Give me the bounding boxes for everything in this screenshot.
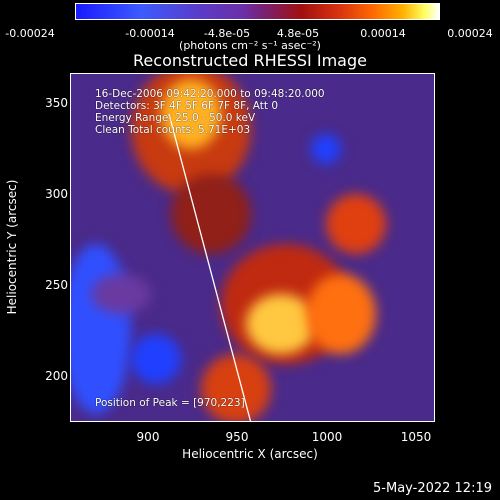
emission-region xyxy=(161,79,221,149)
info-energy: Energy Range: 25.0 - 50.0 keV xyxy=(95,112,256,124)
info-detectors: Detectors: 3F 4F 5F 6F 7F 8F, Att 0 xyxy=(95,100,279,112)
colorbar-tick: 4.8e-05 xyxy=(276,27,320,40)
footer-date: 5-May-2022 12:19 xyxy=(373,481,492,496)
x-tick-label: 950 xyxy=(225,430,249,444)
colorbar-tick: -0.00024 xyxy=(5,27,55,40)
emission-region xyxy=(306,274,376,354)
colorbar xyxy=(75,3,440,20)
y-axis-label: Heliocentric Y (arcsec) xyxy=(5,179,19,315)
image-title: Reconstructed RHESSI Image xyxy=(133,51,367,70)
colorbar-tick: -0.00014 xyxy=(125,27,175,40)
colorbar-units: (photons cm⁻² s⁻¹ asec⁻²) xyxy=(179,39,321,52)
colorbar-tick: 0.00024 xyxy=(447,27,493,40)
x-tick-label: 900 xyxy=(136,430,160,444)
x-tick-label: 1050 xyxy=(400,430,432,444)
emission-region xyxy=(171,174,251,254)
limb-line xyxy=(168,113,252,421)
y-tick-label: 200 xyxy=(45,369,68,383)
emission-region xyxy=(326,194,386,254)
negative-region xyxy=(311,134,341,164)
peak-position: Position of Peak = [970,223] xyxy=(95,397,245,409)
y-tick-label: 350 xyxy=(45,96,68,110)
rhessi-image-plot: 16-Dec-2006 09:42:20.000 to 09:48:20.000… xyxy=(70,73,435,422)
colorbar-tick: -4.8e-05 xyxy=(203,27,251,40)
negative-region xyxy=(71,244,131,414)
colorbar-tick: 0.00014 xyxy=(360,27,406,40)
x-tick-label: 1000 xyxy=(311,430,343,444)
x-axis-label: Heliocentric X (arcsec) xyxy=(182,447,318,461)
info-counts: Clean Total counts: 5.71E+03 xyxy=(95,124,251,136)
emission-peak xyxy=(246,294,316,354)
negative-region xyxy=(131,334,181,384)
y-tick-label: 300 xyxy=(45,187,68,201)
background-region xyxy=(91,274,151,314)
info-time: 16-Dec-2006 09:42:20.000 to 09:48:20.000 xyxy=(95,88,325,100)
y-tick-label: 250 xyxy=(45,278,68,292)
